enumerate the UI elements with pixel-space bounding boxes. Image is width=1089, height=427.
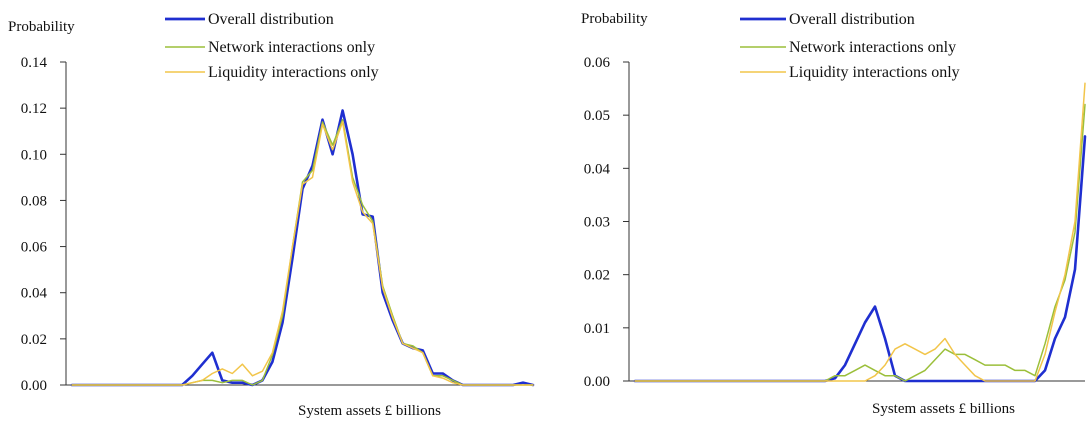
y-axis-label: Probability bbox=[8, 19, 75, 35]
y-tick-label: 0.05 bbox=[584, 108, 610, 124]
legend-label-1: Overall distribution bbox=[789, 11, 915, 28]
y-tick-label: 0.03 bbox=[584, 215, 610, 231]
legend-label-1: Overall distribution bbox=[208, 11, 334, 28]
y-tick-label: 0.04 bbox=[21, 286, 48, 302]
y-tick-label: 0.08 bbox=[21, 193, 47, 209]
y-tick-label: 0.10 bbox=[21, 147, 47, 163]
y-tick-label: 0.02 bbox=[584, 268, 610, 284]
y-tick-label: 0.00 bbox=[21, 378, 47, 394]
y-tick-label: 0.02 bbox=[21, 332, 47, 348]
series-line-1 bbox=[70, 109, 535, 387]
legend-label-2: Network interactions only bbox=[789, 39, 956, 56]
legend-label-3: Liquidity interactions only bbox=[208, 64, 379, 81]
x-axis-label: System assets £ billions bbox=[872, 401, 1015, 417]
x-axis-label: System assets £ billions bbox=[298, 403, 441, 419]
series-line-3 bbox=[634, 82, 1086, 382]
legend-label-3: Liquidity interactions only bbox=[789, 64, 960, 81]
y-tick-label: 0.14 bbox=[21, 55, 48, 71]
chart-2: 0.00 0.01 0.02 0.03 0.04 0.05 0.06 Probability S… bbox=[581, 11, 1087, 417]
y-tick-label: 0.01 bbox=[584, 321, 610, 337]
series-line-2 bbox=[71, 118, 534, 386]
series-line-2 bbox=[634, 103, 1086, 382]
legend-label-2: Network interactions only bbox=[208, 39, 375, 56]
series-line-1 bbox=[633, 135, 1087, 383]
y-tick-label: 0.00 bbox=[584, 374, 610, 390]
y-tick-label: 0.06 bbox=[584, 55, 611, 71]
y-tick-label: 0.06 bbox=[21, 240, 48, 256]
series-line-3 bbox=[71, 121, 534, 386]
y-axis-label: Probability bbox=[581, 11, 648, 27]
y-tick-label: 0.12 bbox=[21, 101, 47, 117]
chart-1: 0.00 0.02 0.04 0.06 0.08 0.10 0.12 0.14 Probabil… bbox=[8, 11, 535, 419]
y-tick-label: 0.04 bbox=[584, 161, 611, 177]
